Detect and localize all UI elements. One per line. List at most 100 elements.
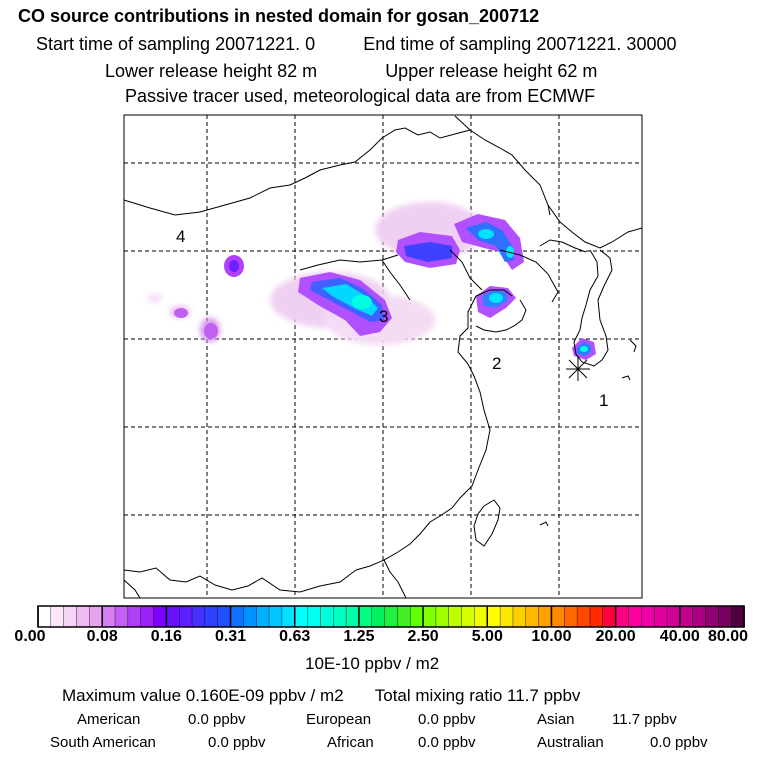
- chart-title: CO source contributions in nested domain…: [18, 6, 540, 26]
- plume-core-north: [396, 214, 524, 270]
- colorbar-cell: [512, 605, 527, 628]
- region-label-3: 3: [379, 307, 388, 326]
- colorbar-tick-label: 10.00: [531, 628, 572, 645]
- colorbar-unit: 10E-10 ppbv / m2: [305, 654, 440, 673]
- plume-core-west: [174, 255, 244, 339]
- colorbar-tick-label: 0.08: [86, 628, 118, 645]
- region-name: African: [327, 734, 374, 751]
- plume-core-korea: [572, 338, 596, 360]
- region-label-1: 1: [599, 391, 608, 410]
- colorbar-cell: [294, 605, 309, 628]
- lower-label: Lower release height: [105, 61, 273, 81]
- colorbar-cell: [384, 605, 399, 628]
- colorbar-tick-label: 2.50: [407, 628, 439, 645]
- region-label-2: 2: [492, 354, 501, 373]
- colorbar-cell: [692, 605, 707, 628]
- colorbar-cell: [166, 605, 180, 628]
- colorbar-cell: [371, 605, 386, 628]
- colorbar-tick-label: 0.31: [214, 628, 247, 645]
- region-value: 0.0 ppbv: [208, 734, 266, 751]
- region-value: 0.0 ppbv: [418, 734, 476, 751]
- plume-core-shandong: [476, 286, 516, 318]
- colorbar-cell: [281, 605, 296, 628]
- tracer-note: Passive tracer used, meteorological data…: [125, 86, 596, 106]
- colorbar-tick-label: 0.00: [14, 628, 46, 645]
- region-name: South American: [50, 734, 156, 751]
- colorbar-cell: [551, 605, 565, 628]
- colorbar-tick-label: 0.16: [150, 628, 182, 645]
- colorbar-cell: [730, 605, 745, 628]
- colorbar-cell: [564, 605, 578, 628]
- colorbar-cell: [114, 605, 129, 628]
- colorbar-cell: [37, 605, 52, 628]
- lower-value: 82 m: [277, 61, 318, 81]
- start-label: Start time of sampling: [36, 34, 211, 54]
- colorbar-cell: [679, 605, 694, 628]
- colorbar-cell: [127, 605, 142, 628]
- colorbar-cell: [576, 605, 591, 628]
- colorbar-cell: [435, 605, 450, 628]
- colorbar-cell: [204, 605, 219, 628]
- release-heights: Lower release height 82 m Upper release …: [105, 61, 597, 82]
- colorbar-cell: [666, 605, 681, 628]
- colorbar-cell: [89, 605, 103, 628]
- start-value: 20071221. 0: [215, 34, 316, 54]
- colorbar-cell: [178, 605, 193, 628]
- upper-label: Upper release height: [385, 61, 553, 81]
- colorbar-cell: [101, 605, 116, 628]
- colorbar-cell: [140, 605, 155, 628]
- region-label-4: 4: [176, 227, 185, 246]
- region-value: 0.0 ppbv: [650, 734, 708, 751]
- colorbar-cell: [256, 605, 270, 628]
- colorbar-cell: [628, 605, 643, 628]
- colorbar-cell: [705, 605, 720, 628]
- colorbar-cell: [525, 605, 540, 628]
- map-grid: [124, 115, 642, 598]
- colorbar-cell: [243, 605, 257, 628]
- colorbar-cell: [307, 605, 322, 628]
- colorbar-cell: [538, 605, 553, 628]
- colorbar-cell: [499, 605, 514, 628]
- colorbar-cell: [422, 605, 437, 628]
- colorbar-tick-label: 20.00: [595, 628, 636, 645]
- colorbar-tick-label: 80.00: [707, 628, 749, 645]
- colorbar-cell: [474, 605, 488, 628]
- region-value: 0.0 ppbv: [188, 711, 246, 728]
- colorbar-cell: [589, 605, 604, 628]
- region-name: European: [306, 711, 372, 728]
- star-icon: [566, 357, 590, 381]
- colorbar-cell: [63, 605, 78, 628]
- total-mixing-ratio: Total mixing ratio 11.7 ppbv: [374, 686, 581, 705]
- max-value: Maximum value 0.160E-09 ppbv / m2: [62, 686, 344, 705]
- colorbar-cell: [191, 605, 206, 628]
- colorbar-cell: [718, 605, 732, 628]
- end-label: End time of sampling: [363, 34, 532, 54]
- colorbar-cell: [397, 605, 411, 628]
- region-value: 0.0 ppbv: [418, 711, 476, 728]
- colorbar-cell: [230, 605, 245, 628]
- region-value: 11.7 ppbv: [612, 711, 677, 728]
- colorbar-tick-label: 0.63: [279, 628, 311, 645]
- colorbar-cell: [615, 605, 630, 628]
- colorbar-cell: [641, 605, 655, 628]
- end-value: 20071221. 30000: [536, 34, 677, 54]
- colorbar-tick-label: 40.00: [659, 628, 700, 645]
- colorbar-cell: [448, 605, 463, 628]
- region-name: Australian: [537, 734, 604, 751]
- plume-core-central: [298, 272, 392, 336]
- colorbar-tick-label: 1.25: [343, 628, 375, 645]
- colorbar-cell: [268, 605, 283, 628]
- colorbar-cells: [37, 605, 745, 628]
- region-name: Asian: [537, 711, 575, 728]
- colorbar-cell: [602, 605, 617, 628]
- colorbar-cell: [653, 605, 668, 628]
- colorbar-cell: [345, 605, 360, 628]
- colorbar-cell: [461, 605, 476, 628]
- colorbar-cell: [487, 605, 501, 628]
- colorbar-cell: [153, 605, 168, 628]
- region-name: American: [77, 711, 141, 728]
- coastlines: [123, 115, 643, 599]
- max-value-line: Maximum value 0.160E-09 ppbv / m2 Total …: [62, 686, 580, 706]
- colorbar-cell: [410, 605, 424, 628]
